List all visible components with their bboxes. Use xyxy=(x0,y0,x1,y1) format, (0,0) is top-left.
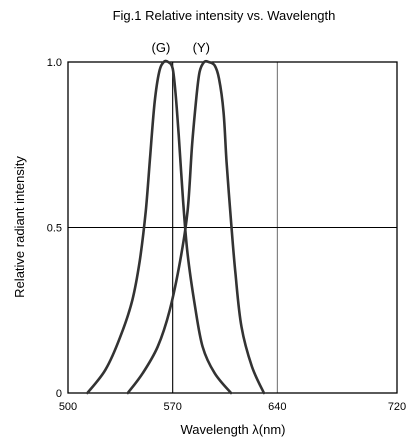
y-tick-label: 0 xyxy=(56,388,62,400)
y-tick-labels: 0 0.5 1.0 xyxy=(47,57,62,400)
series-lines xyxy=(86,59,266,395)
chart-title: Fig.1 Relative intensity vs. Wavelength xyxy=(113,8,336,23)
x-tick-labels: 500 570 640 720 xyxy=(59,401,406,413)
series-labels: (G) (Y) xyxy=(152,40,210,55)
x-tick-label: 570 xyxy=(164,401,182,413)
x-axis-label: Wavelength λ(nm) xyxy=(181,422,286,437)
series-line-g xyxy=(86,59,233,395)
y-axis-label: Relative radiant intensity xyxy=(12,156,27,298)
plot-frame xyxy=(67,61,398,394)
series-label-g: (G) xyxy=(152,40,171,55)
series-line-y xyxy=(126,59,266,395)
y-tick-label: 0.5 xyxy=(47,223,62,235)
x-tick-label: 720 xyxy=(388,401,406,413)
y-tick-label: 1.0 xyxy=(47,57,62,69)
series-label-y: (Y) xyxy=(193,40,210,55)
x-tick-label: 640 xyxy=(268,401,286,413)
x-tick-label: 500 xyxy=(59,401,77,413)
